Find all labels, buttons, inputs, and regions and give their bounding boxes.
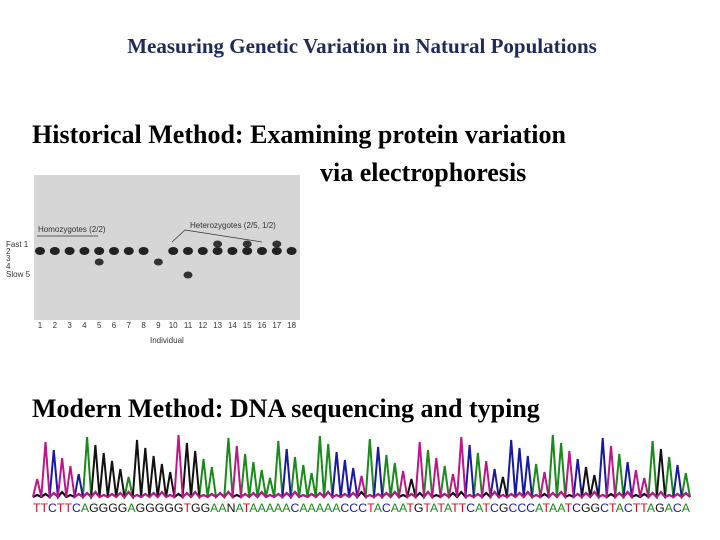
lane-label: 11 <box>184 321 193 330</box>
band <box>271 247 282 255</box>
band <box>183 247 193 255</box>
gel-image <box>34 175 300 320</box>
band <box>197 247 208 255</box>
lane-label: 14 <box>228 321 237 330</box>
chromatogram <box>32 434 691 500</box>
gel <box>35 240 297 279</box>
lane-label: 3 <box>67 321 72 330</box>
sequence: TTCTTCAGGGGAGGGGGTGGAANATAAAAACAAAAACCCT… <box>33 501 690 515</box>
lane-label: 12 <box>198 321 207 330</box>
band <box>123 247 134 255</box>
band <box>257 247 267 255</box>
heading: Historical Method: Examining protein var… <box>32 120 566 149</box>
band <box>286 247 297 255</box>
band <box>183 271 193 279</box>
pointer <box>171 229 186 243</box>
band <box>94 247 105 255</box>
slide-title: Measuring Genetic Variation in Natural P… <box>127 34 597 58</box>
band <box>79 247 90 255</box>
lane-label: 1 <box>38 321 43 330</box>
heading: Modern Method: DNA sequencing and typing <box>32 394 540 423</box>
band <box>242 240 252 248</box>
lane-label: 18 <box>287 321 296 330</box>
lane-label: 9 <box>156 321 161 330</box>
band <box>64 247 75 255</box>
row-label: Slow 5 <box>6 270 31 279</box>
row-label: 4 <box>6 262 11 271</box>
lane-label: 5 <box>97 321 102 330</box>
lane-label: 4 <box>82 321 87 330</box>
lane-label: 7 <box>127 321 132 330</box>
lane-label: 15 <box>243 321 252 330</box>
trace <box>32 434 691 500</box>
lane-label: 6 <box>112 321 117 330</box>
band <box>168 247 179 255</box>
lane-label: 10 <box>169 321 178 330</box>
band <box>227 247 238 255</box>
band <box>153 258 163 266</box>
gel-label: Heterozygotes (2/5, 1/2) <box>190 221 276 230</box>
pointer <box>184 229 263 243</box>
band <box>242 247 253 255</box>
band <box>213 240 223 248</box>
band <box>212 247 223 255</box>
row-label: 3 <box>6 254 11 263</box>
axis-label: Individual <box>150 336 184 345</box>
row-label: Fast 1 <box>6 240 29 249</box>
gel-label: Homozygotes (2/2) <box>38 225 106 234</box>
lane-label: 17 <box>272 321 281 330</box>
band <box>109 247 119 255</box>
row-label: 2 <box>6 247 11 256</box>
heading: via electrophoresis <box>320 158 526 187</box>
band <box>35 247 45 255</box>
band <box>138 247 149 255</box>
lane-label: 16 <box>258 321 267 330</box>
band <box>272 240 282 248</box>
lane-label: 13 <box>213 321 222 330</box>
lane-label: 2 <box>53 321 58 330</box>
lane-label: 8 <box>141 321 146 330</box>
band <box>49 247 60 255</box>
band <box>94 258 104 266</box>
